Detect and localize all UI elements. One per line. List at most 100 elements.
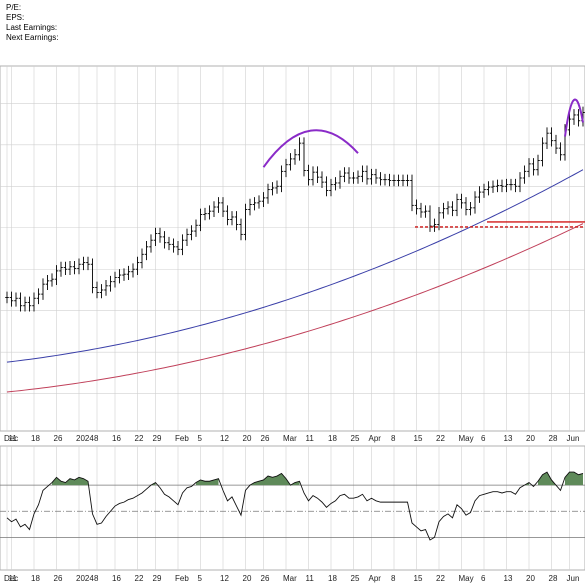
ohlc-bar (419, 202, 423, 218)
ohlc-bar (68, 260, 72, 276)
ohlc-bar (54, 265, 59, 285)
ohlc-bar (576, 109, 581, 127)
ohlc-bar (405, 174, 410, 187)
ohlc-bar (432, 218, 437, 232)
oscillator-layer (0, 471, 585, 541)
next-earnings-label: Next Earnings: (6, 33, 59, 42)
ohlc-bar (329, 178, 333, 197)
osc-tick-label: 20 (526, 574, 535, 583)
ohlc-bar (99, 284, 104, 299)
price-tick-label: Mar (283, 434, 297, 443)
osc-tick-label: 6 (481, 574, 486, 583)
ohlc-bar (572, 109, 576, 125)
osc-tick-label: 8 (94, 574, 99, 583)
ohlc-bar (459, 193, 464, 209)
price-tick-label: 20 (243, 434, 252, 443)
ohlc-bar (315, 166, 320, 183)
price-tick-label: 29 (153, 434, 162, 443)
ohlc-bar (333, 177, 338, 191)
price-tick-label: 18 (31, 434, 40, 443)
ohlc-bar (234, 211, 239, 231)
ohlc-bar (257, 195, 261, 209)
ohlc-bar (162, 231, 167, 249)
ohlc-bar (248, 198, 252, 216)
ohlc-bar (221, 197, 225, 217)
price-tick-label: 5 (198, 434, 203, 443)
ohlc-bar (279, 165, 284, 193)
last-earnings-label: Last Earnings: (6, 23, 58, 32)
ohlc-bar (5, 291, 9, 304)
price-tick-label: 15 (414, 434, 423, 443)
osc-tick-label: 22 (135, 574, 144, 583)
ohlc-bar (261, 192, 266, 208)
ohlc-bar (387, 173, 392, 187)
ohlc-bar (297, 137, 302, 161)
ohlc-bar (27, 296, 32, 312)
ohlc-bar (153, 227, 158, 247)
osc-tick-label: Feb (175, 574, 189, 583)
ohlc-bar (266, 183, 270, 204)
price-panel-frame (0, 65, 585, 432)
ohlc-bar (396, 174, 401, 187)
ohlc-bar (72, 260, 77, 275)
ohlc-bar (198, 208, 203, 232)
price-tick-label: Jun (567, 434, 580, 443)
ohlc-bar (347, 167, 351, 184)
ohlc-bar (446, 201, 450, 215)
ohlc-bar (275, 180, 279, 194)
ohlc-bar (522, 165, 527, 184)
ohlc-bar (383, 173, 387, 186)
price-tick-label: 2024 (76, 434, 94, 443)
ohlc-bar (32, 292, 36, 312)
ohlc-bar (167, 236, 171, 251)
oscillator-line (6, 471, 584, 541)
ohlc-bar (158, 227, 162, 243)
ohlc-bar (126, 265, 131, 281)
ohlc-bar (464, 197, 468, 216)
ohlc-bar (18, 292, 23, 312)
osc-tick-label: 8 (391, 574, 396, 583)
ohlc-bar (149, 234, 153, 253)
ohlc-bar (63, 261, 68, 276)
ohlc-bar (513, 178, 518, 193)
ohlc-bar (392, 174, 396, 187)
osc-tick-label: 16 (112, 574, 121, 583)
ohlc-bar (90, 258, 95, 294)
osc-tick-label: 13 (504, 574, 513, 583)
ohlc-bar (540, 137, 545, 167)
ohlc-bar (81, 256, 86, 271)
ohlc-bar (495, 179, 500, 193)
osc-tick-label: 20 (243, 574, 252, 583)
ohlc-bar (545, 127, 549, 149)
price-tick-label: 12 (220, 434, 229, 443)
ohlc-bar (140, 248, 144, 269)
ohlc-bar (477, 186, 482, 203)
ohlc-bar (342, 167, 347, 183)
price-tick-label: Feb (175, 434, 189, 443)
ohlc-bar (504, 178, 509, 193)
ohlc-bar (239, 218, 243, 241)
ohlc-bar (9, 291, 14, 307)
price-tick-label: Dec (4, 434, 18, 443)
price-tick-label: May (459, 434, 474, 443)
price-tick-label: 28 (549, 434, 558, 443)
ohlc-bar (567, 113, 572, 136)
price-layer (5, 98, 585, 393)
ohlc-bar (491, 180, 495, 193)
ohlc-bar (536, 154, 540, 176)
long-moving-average (6, 223, 584, 393)
overbought-fill (52, 477, 88, 486)
ohlc-bar (216, 197, 221, 213)
eps-label: EPS: (6, 13, 25, 22)
osc-tick-label: 15 (414, 574, 423, 583)
ohlc-bar (441, 202, 446, 219)
pe-label: P/E: (6, 3, 22, 12)
ohlc-bar (59, 261, 63, 277)
ohlc-bar (306, 164, 311, 186)
osc-tick-label: 28 (549, 574, 558, 583)
osc-tick-label: 25 (351, 574, 360, 583)
ohlc-bar (95, 281, 99, 299)
osc-tick-label: 18 (328, 574, 337, 583)
ohlc-bar (225, 205, 230, 226)
